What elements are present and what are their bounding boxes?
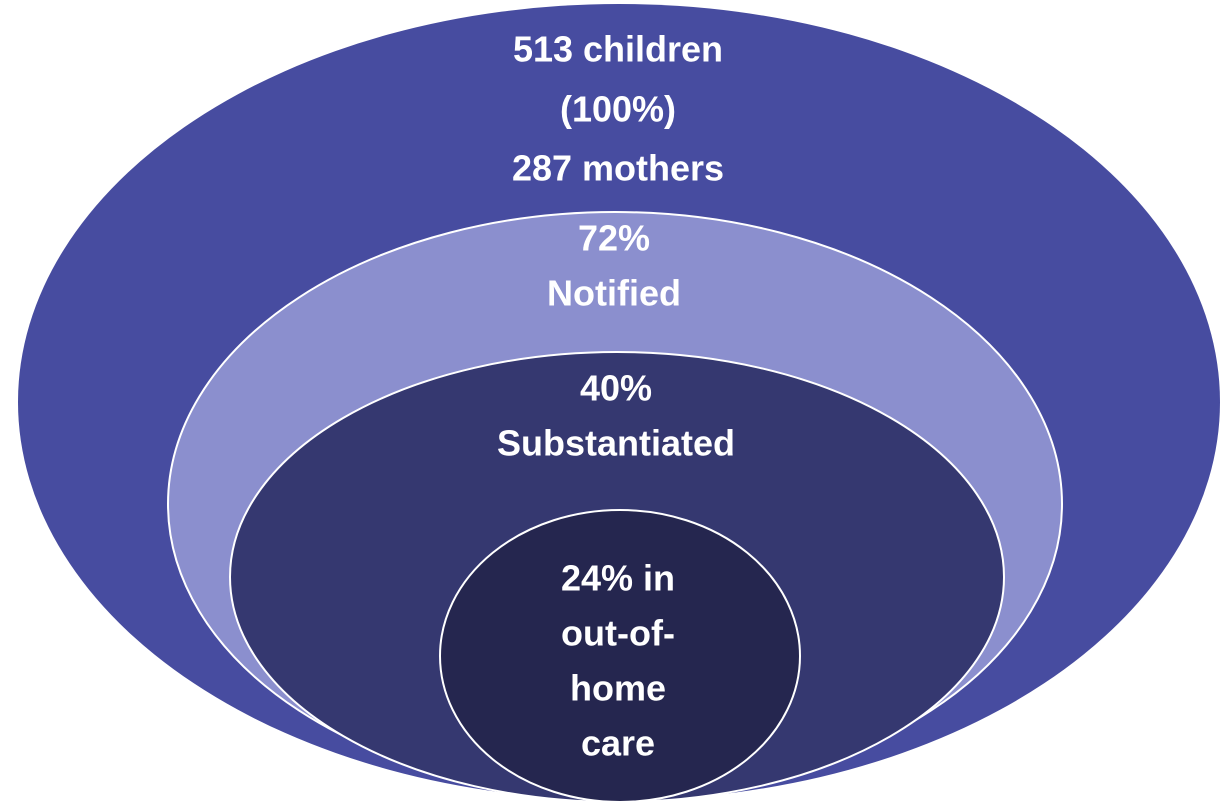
node-label: care — [581, 723, 655, 764]
node-label: Substantiated — [497, 423, 735, 464]
node-label: 40% — [580, 368, 652, 409]
node-label: home — [570, 668, 666, 709]
node-label: (100%) — [560, 89, 676, 130]
node-label: out-of- — [561, 613, 675, 654]
node-label: Notified — [547, 273, 681, 314]
care-circle — [439, 509, 801, 803]
node-label: 513 children — [513, 29, 723, 70]
node-label: 287 mothers — [512, 148, 724, 189]
node-label: 72% — [578, 218, 650, 259]
node-label: 24% in — [561, 558, 675, 599]
